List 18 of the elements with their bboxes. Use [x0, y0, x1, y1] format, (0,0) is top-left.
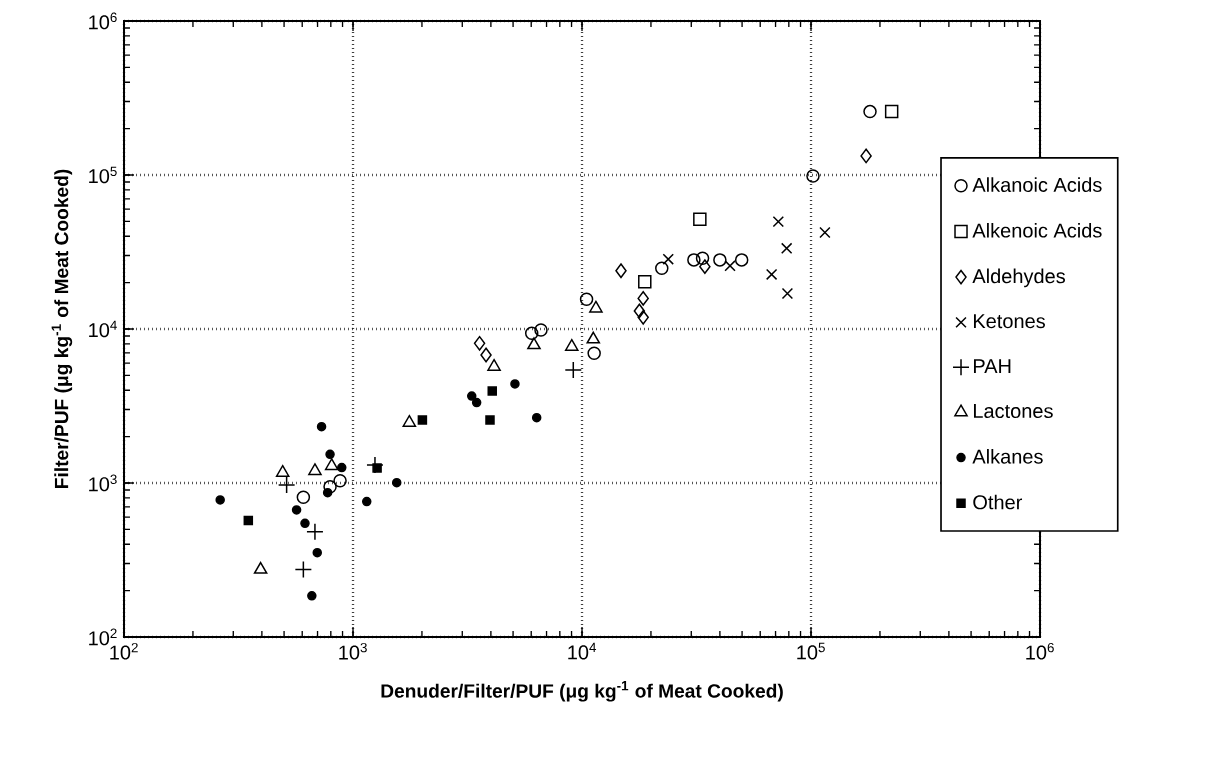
legend-label: Alkanes	[972, 449, 1043, 464]
y-tick-label: 10$^{6}$	[89, 12, 117, 30]
legend-label: Aldehydes	[972, 268, 1065, 288]
y-axis-title: Filter/PUF (μg kg$^{-1}$ of Meat Cooked)	[51, 169, 73, 488]
legend-label: PAH	[973, 359, 1011, 373]
x-tick-label: 10$^{4}$	[568, 642, 597, 660]
y-tick-label: 10$^{3}$	[89, 474, 117, 492]
legend-label: Lactones	[973, 404, 1053, 419]
x-axis-title: Denuder/Filter/PUF (μg kg$^{-1}$ of Meat Cooked)	[381, 681, 783, 702]
legend-label: Other	[973, 494, 1023, 510]
x-tick-label: 10$^{3}$	[339, 642, 367, 660]
legend-label: Alkenoic Acids	[972, 222, 1102, 238]
x-tick-label: 10$^{5}$	[797, 642, 825, 660]
legend-label: Alkanoic Acids	[972, 177, 1102, 192]
y-tick-label: 10$^{4}$	[89, 320, 117, 338]
y-tick-label: 10$^{5}$	[89, 166, 117, 184]
legend-label: Ketones	[973, 314, 1045, 329]
x-tick-label: 10$^{6}$	[1026, 642, 1054, 660]
